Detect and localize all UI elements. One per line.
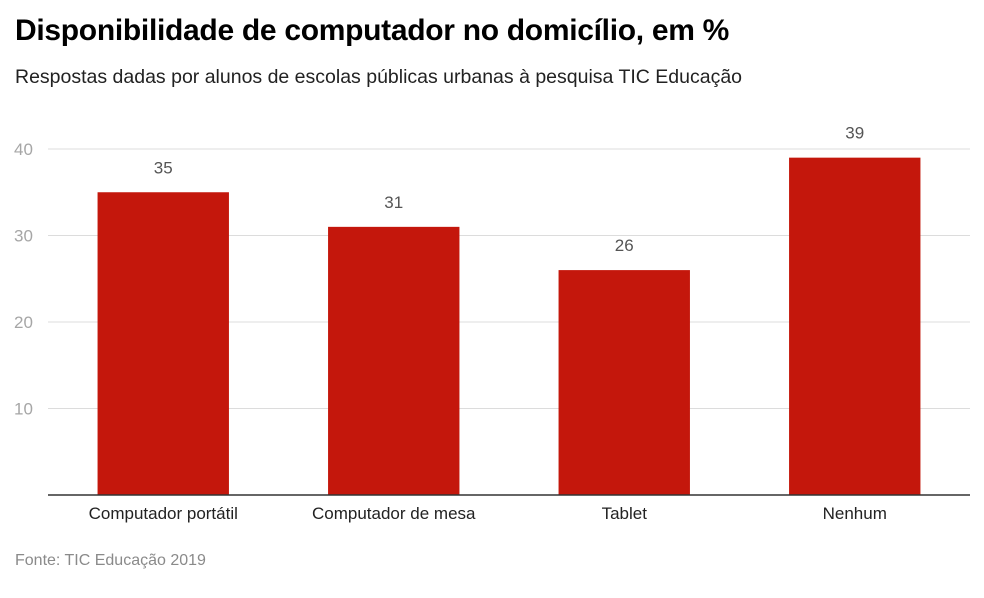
- value-label: 26: [615, 236, 634, 255]
- bars: [97, 157, 921, 495]
- chart-subtitle: Respostas dadas por alunos de escolas pú…: [15, 66, 743, 88]
- x-tick-label: Tablet: [602, 504, 648, 523]
- y-tick-label: 40: [14, 140, 33, 159]
- x-tick-label: Nenhum: [823, 504, 887, 523]
- bar: [97, 192, 229, 495]
- y-axis-ticks: 10 20 30 40: [14, 140, 33, 419]
- value-label: 35: [154, 158, 173, 177]
- x-axis-ticks: Computador portátil Computador de mesa Tab…: [89, 504, 887, 523]
- y-tick-label: 30: [14, 227, 33, 246]
- value-label: 39: [845, 124, 864, 143]
- value-label: 31: [384, 193, 403, 212]
- bar: [789, 157, 921, 495]
- bar: [558, 270, 690, 495]
- chart-title: Disponibilidade de computador no domicíl…: [15, 14, 729, 47]
- y-tick-label: 20: [14, 313, 33, 332]
- value-labels: 35 31 26 39: [154, 124, 864, 255]
- y-tick-label: 10: [14, 400, 33, 419]
- x-tick-label: Computador de mesa: [312, 504, 476, 523]
- source-note: Fonte: TIC Educação 2019: [15, 552, 206, 569]
- x-tick-label: Computador portátil: [89, 504, 238, 523]
- bar: [328, 226, 460, 495]
